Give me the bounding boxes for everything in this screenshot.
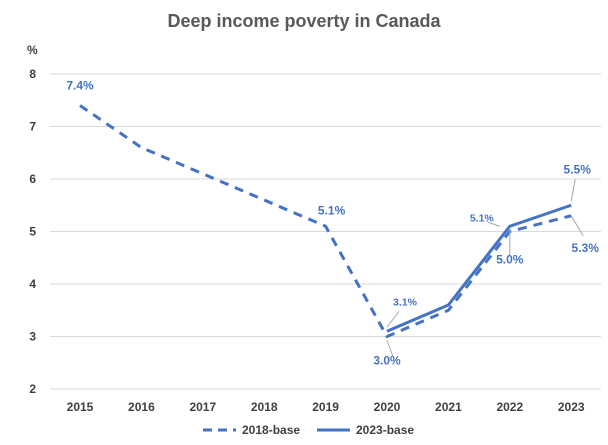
x-tick-label: 2023: [558, 400, 585, 414]
x-tick-label: 2016: [128, 400, 155, 414]
data-label: 3.0%: [373, 354, 401, 368]
x-tick-label: 2021: [435, 400, 462, 414]
y-tick-label: 4: [29, 277, 36, 291]
x-tick-label: 2019: [312, 400, 339, 414]
leader-line: [487, 221, 500, 227]
data-label: 5.1%: [318, 203, 346, 217]
y-tick-label: 6: [29, 172, 36, 186]
x-tick-label: 2017: [189, 400, 216, 414]
leader-line: [570, 215, 584, 237]
x-tick-label: 2015: [67, 400, 94, 414]
x-tick-label: 2020: [374, 400, 401, 414]
data-label: 5.5%: [564, 162, 592, 176]
data-label: 5.3%: [572, 241, 600, 255]
y-axis-label: %: [27, 43, 38, 57]
data-label: 7.4%: [66, 79, 94, 93]
legend-label: 2018-base: [242, 423, 300, 437]
y-tick-label: 3: [29, 330, 36, 344]
y-tick-label: 8: [29, 67, 36, 81]
y-tick-label: 2: [29, 382, 36, 396]
chart-title: Deep income poverty in Canada: [167, 11, 441, 31]
data-label: 5.1%: [470, 212, 495, 224]
leader-line: [386, 310, 400, 328]
data-label: 3.1%: [393, 296, 418, 308]
leader-line: [570, 179, 576, 202]
series-line-2018-base: [79, 104, 572, 338]
data-label: 5.0%: [496, 253, 524, 267]
leader-line: [386, 340, 394, 357]
x-tick-label: 2022: [496, 400, 523, 414]
y-tick-label: 7: [29, 120, 36, 134]
series-line-2023-base: [386, 203, 572, 333]
y-tick-label: 5: [29, 225, 36, 239]
x-tick-label: 2018: [251, 400, 278, 414]
legend-label: 2023-base: [356, 423, 414, 437]
